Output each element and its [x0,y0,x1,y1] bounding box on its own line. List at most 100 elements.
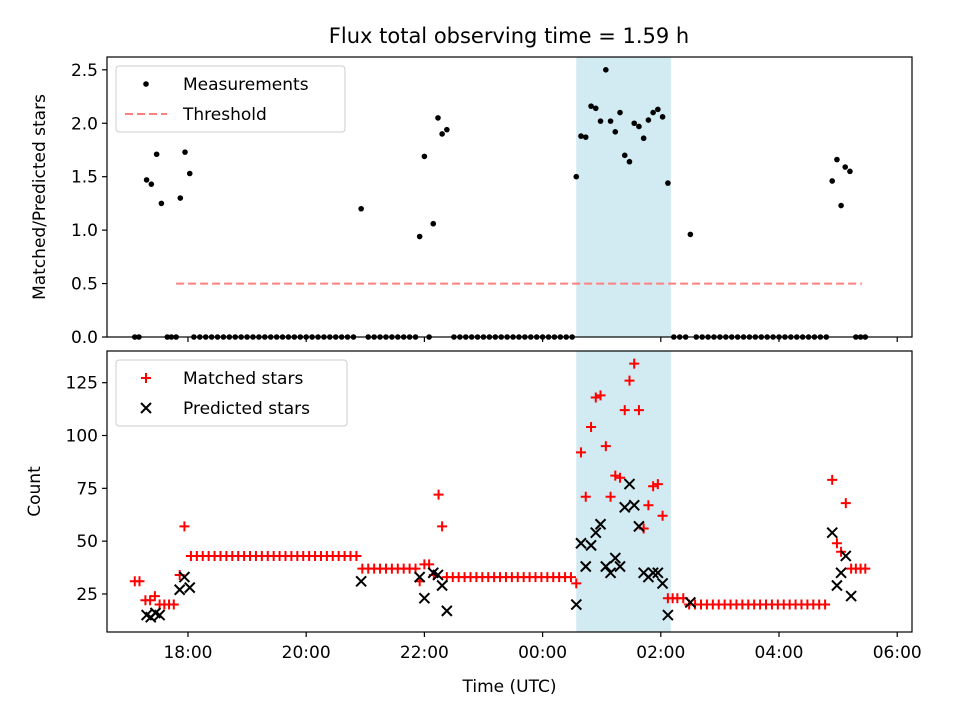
axes-frame [106,350,913,633]
measurement-point [617,109,623,116]
matched-star-marker [619,405,630,416]
x-tick-label: 18:00 [163,643,212,663]
measurement-point [578,133,584,139]
bottom-panel-counts: 18:00 20:00 22:00 00:00 02:00 04:00 06:00 25 50 7… [25,350,922,697]
matched-star-marker [648,481,659,492]
measurement-point [636,123,642,130]
legend: Measurements Threshold [115,65,346,133]
predicted-star-marker [600,560,612,573]
matched-star-marker [168,599,179,610]
measurement-point [834,156,840,163]
matched-star-marker [624,375,635,386]
matched-star-marker [605,491,616,502]
matched-star-marker [633,405,644,416]
measurement-point [153,151,160,158]
legend-label: Predicted stars [183,399,310,419]
predicted-star-marker [662,609,674,621]
measurement-point [687,231,694,238]
predicted-star-marker [585,539,597,552]
predicted-star-marker [418,592,431,604]
predicted-star-marker [590,526,602,539]
x-axis-label: Time (UTC) [462,677,557,697]
matched-star-marker [827,474,838,485]
matched-star-marker [615,472,626,483]
matched-star-marker [629,358,640,369]
y-tick-label: 1.5 [71,168,98,188]
predicted-star-marker [628,499,640,511]
y-tick-label: 2.0 [71,114,98,134]
predicted-star-marker [652,567,664,579]
x-tick-label: 02:00 [636,643,685,663]
y-tick-label: 50 [76,532,98,552]
chart-title: Flux total observing time = 1.59 h [329,24,689,48]
measurement-point [416,233,423,240]
predicted-star-marker [153,609,166,621]
measurement-point [631,120,638,127]
measurement-point [603,67,609,73]
measurement-point [143,177,150,183]
measurement-point [621,152,628,159]
measurement-point [659,114,666,120]
matched-star-marker [576,447,587,458]
matched-star-marker [643,500,654,511]
matched-star-marker [571,578,582,589]
predicted-star-marker [826,526,838,539]
predicted-star-marker [647,567,659,579]
predicted-star-marker [570,598,582,611]
x-tick-label: 22:00 [400,643,449,663]
predicted-star-marker [441,605,453,617]
matched-star-marker [565,572,576,583]
predicted-star-marker [580,560,592,573]
measurement-point [612,129,619,135]
predicted-star-marker [355,575,367,588]
matched-star-marker [433,489,444,500]
predicted-star-marker [656,577,669,590]
predicted-star-marker [831,579,843,592]
predicted-star-marker [173,584,186,596]
measurement-point [439,131,445,137]
y-tick-label: 125 [66,374,98,394]
measurement-point [597,118,604,124]
predicted-star-marker [840,550,852,562]
y-tick-label: 2.5 [71,61,98,81]
matched-star-marker [590,392,601,403]
measurement-point [847,168,853,175]
predicted-star-marker [178,571,191,583]
measurement-point [640,135,647,142]
legend-marker-matched [141,373,151,383]
measurement-point [573,173,580,180]
legend-label: Measurements [183,75,309,95]
measurement-point [186,170,193,177]
predicted-star-marker [604,567,617,579]
measurement-point [607,118,614,124]
measurement-point [435,115,441,121]
measurement-point [665,180,671,186]
measurement-point [650,109,656,116]
legend-marker-measurements [143,81,149,87]
measurement-point [182,149,188,155]
measurement-point [842,164,849,170]
predicted-star-marker [594,518,607,530]
x-tick-label: 06:00 [873,643,922,663]
matched-star-marker [657,510,668,521]
measurement-point [592,105,599,112]
predicted-star-marker [432,569,444,581]
top-panel-measurements: 0.0 0.5 1.0 1.5 2.0 2.5 Matched/Predicted star… [30,56,913,348]
predicted-star-marker [619,501,631,514]
measurement-point [582,134,589,140]
matched-star-marker [860,563,871,574]
matched-star-marker [580,491,591,502]
y-tick-label: 0.0 [71,328,98,348]
measurement-point [148,181,155,187]
predicted-star-marker [575,537,587,549]
measurement-point [444,126,450,133]
matched-star-marker [840,498,851,509]
legend-label: Matched stars [183,369,303,389]
measurement-point [829,178,836,184]
measurement-point [626,158,633,165]
y-axis-label: Count [25,466,45,517]
matched-star-marker [600,441,611,452]
legend-box [115,359,348,427]
measurement-point [838,202,844,209]
